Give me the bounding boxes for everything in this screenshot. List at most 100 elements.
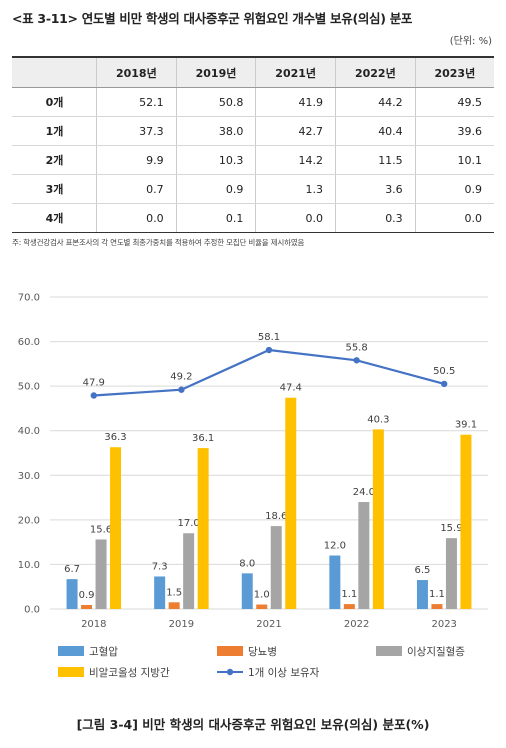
data-label: 6.7 — [64, 564, 80, 575]
table-cell: 50.8 — [175, 87, 256, 117]
bar — [154, 576, 166, 609]
table-cell: 3.6 — [335, 174, 416, 204]
data-label: 1.5 — [166, 587, 182, 598]
legend-swatch — [58, 646, 84, 656]
line-point — [265, 346, 273, 354]
bar — [256, 604, 268, 609]
legend-swatch — [217, 646, 243, 656]
line-point — [441, 380, 448, 388]
table-cell: 0.9 — [414, 174, 494, 204]
column-header — [12, 56, 97, 88]
row-label: 4개 — [12, 203, 97, 233]
table-cell: 40.4 — [335, 116, 416, 146]
bar — [168, 602, 180, 609]
bar — [110, 447, 122, 609]
data-label: 15.6 — [90, 524, 112, 535]
data-label: 40.3 — [367, 414, 389, 425]
table-cell: 42.7 — [255, 116, 336, 146]
column-header: 2019년 — [175, 56, 256, 88]
legend-label: 1개 이상 보유자 — [248, 667, 320, 679]
table-cell: 38.0 — [175, 116, 256, 146]
column-header: 2018년 — [96, 56, 177, 88]
data-label: 24.0 — [353, 487, 375, 498]
bar — [329, 555, 341, 609]
bar — [416, 580, 428, 609]
table-row: 1개 37.3 38.0 42.7 40.4 39.6 — [12, 116, 494, 146]
x-tick-label: 2023 — [431, 619, 456, 630]
bar — [445, 538, 457, 609]
data-label: 47.9 — [83, 378, 105, 389]
table-cell: 52.1 — [96, 87, 177, 117]
column-header: 2022년 — [335, 56, 416, 88]
data-label: 36.1 — [192, 433, 214, 444]
y-tick-label: 40.0 — [18, 426, 40, 437]
y-tick-label: 10.0 — [18, 560, 40, 571]
row-label: 0개 — [12, 87, 97, 117]
data-label: 55.8 — [345, 342, 367, 353]
data-label: 12.0 — [324, 541, 346, 552]
table-row: 4개 0.0 0.1 0.0 0.3 0.0 — [12, 203, 494, 233]
table-row: 0개 52.1 50.8 41.9 44.2 49.5 — [12, 87, 494, 117]
data-label: 8.0 — [239, 558, 255, 569]
column-header: 2023년 — [414, 56, 494, 88]
y-tick-label: 30.0 — [18, 471, 40, 482]
legend-label: 이상지질혈증 — [407, 645, 465, 658]
table-unit: (단위: %) — [449, 36, 492, 47]
bar — [183, 533, 195, 609]
table-cell: 41.9 — [255, 87, 336, 117]
column-header: 2021년 — [255, 56, 336, 88]
bar — [285, 397, 297, 609]
y-tick-label: 0.0 — [24, 605, 40, 616]
bar — [358, 502, 370, 609]
data-label: 0.9 — [79, 590, 95, 601]
data-label: 17.0 — [178, 518, 200, 529]
data-table: 2018년 2019년 2021년 2022년 2023년 0개 52.1 50… — [12, 56, 494, 233]
bar — [95, 539, 107, 609]
bar — [66, 579, 78, 609]
x-tick-label: 2022 — [344, 619, 369, 630]
legend-marker — [226, 668, 234, 676]
data-label: 50.5 — [433, 366, 455, 377]
series-line — [93, 348, 445, 397]
data-label: 15.9 — [440, 523, 462, 534]
bar-line-chart: 0.0 10.0 20.0 30.0 40.0 50.0 60.0 70.0 6.7 7.3 8.0… — [18, 293, 488, 679]
y-tick-label: 60.0 — [18, 337, 40, 348]
table-cell: 39.6 — [414, 116, 494, 146]
x-tick-label: 2021 — [256, 619, 281, 630]
figure-caption: [그림 3-4] 비만 학생의 대사증후군 위험요인 보유(의심) 분포(%) — [76, 717, 430, 732]
legend-label: 비알코올성 지방간 — [89, 667, 170, 679]
table-cell: 0.7 — [96, 174, 177, 204]
table-cell: 49.5 — [414, 87, 494, 117]
data-label: 7.3 — [152, 561, 168, 572]
table-cell: 9.9 — [96, 145, 177, 175]
data-label: 1.0 — [254, 590, 270, 601]
table-cell: 44.2 — [335, 87, 416, 117]
table-header-row: 2018년 2019년 2021년 2022년 2023년 — [12, 56, 494, 88]
data-label: 36.3 — [104, 432, 126, 443]
bar — [270, 526, 282, 609]
line-point — [90, 392, 98, 399]
y-tick-label: 70.0 — [18, 293, 40, 304]
y-tick-label: 20.0 — [18, 515, 40, 526]
data-label: 39.1 — [455, 420, 477, 431]
table-row: 2개 9.9 10.3 14.2 11.5 10.1 — [12, 145, 494, 175]
x-tick-label: 2018 — [81, 619, 106, 630]
data-label: 58.1 — [258, 332, 280, 343]
data-label: 18.6 — [265, 511, 287, 522]
line-point — [353, 357, 360, 364]
table-title: <표 3-11> 연도별 비만 학생의 대사증후군 위험요인 개수별 보유(의심… — [12, 11, 413, 26]
row-label: 2개 — [12, 145, 97, 175]
table-cell: 0.0 — [255, 203, 336, 233]
legend-label: 고혈압 — [89, 645, 118, 658]
data-label: 49.2 — [170, 372, 192, 383]
table-cell: 0.1 — [175, 203, 256, 233]
data-label: 1.1 — [341, 589, 357, 600]
bar — [431, 604, 443, 609]
table-cell: 11.5 — [335, 145, 416, 175]
table-cell: 1.3 — [255, 174, 336, 204]
x-tick-label: 2019 — [169, 619, 194, 630]
table-cell: 0.9 — [175, 174, 256, 204]
line-point — [178, 386, 185, 393]
bar — [343, 604, 355, 609]
table-note: 주: 학생건강검사 표본조사의 각 연도별 최종가중치를 적용하여 추정한 모집… — [12, 238, 305, 247]
